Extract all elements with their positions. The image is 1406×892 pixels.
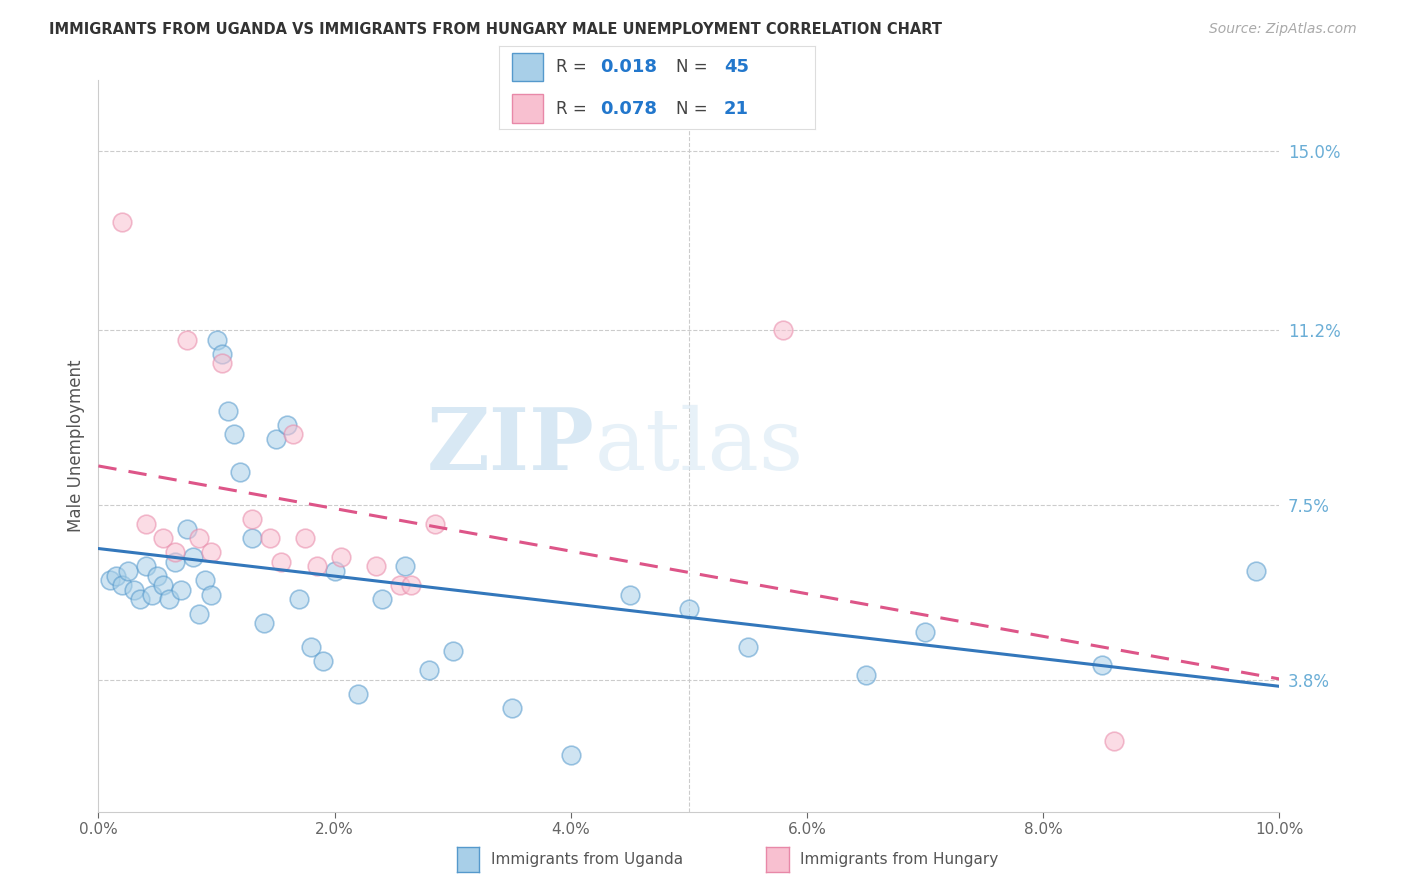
Point bbox=[111, 578, 134, 592]
Point bbox=[388, 578, 411, 592]
Point bbox=[855, 668, 877, 682]
Point bbox=[141, 588, 163, 602]
Point bbox=[217, 403, 239, 417]
Point bbox=[187, 607, 209, 621]
Bar bbox=[512, 95, 543, 123]
Point bbox=[276, 417, 298, 432]
Point bbox=[1102, 734, 1125, 748]
Point bbox=[329, 549, 352, 564]
Point bbox=[312, 654, 335, 668]
Point bbox=[187, 531, 209, 545]
Point bbox=[288, 592, 311, 607]
Point bbox=[299, 640, 322, 654]
Point bbox=[146, 568, 169, 582]
Point bbox=[176, 522, 198, 536]
Text: 0.078: 0.078 bbox=[600, 100, 658, 118]
Text: atlas: atlas bbox=[595, 404, 804, 488]
Point bbox=[152, 578, 174, 592]
Point bbox=[347, 687, 370, 701]
Point bbox=[264, 432, 287, 446]
Point bbox=[259, 531, 281, 545]
Point bbox=[229, 465, 252, 479]
Point bbox=[283, 427, 305, 442]
Point bbox=[117, 564, 139, 578]
Point bbox=[737, 640, 759, 654]
Text: Immigrants from Uganda: Immigrants from Uganda bbox=[491, 853, 683, 867]
Point bbox=[501, 701, 523, 715]
Point bbox=[619, 588, 641, 602]
Point bbox=[253, 615, 276, 630]
Point bbox=[211, 347, 233, 361]
Text: ZIP: ZIP bbox=[426, 404, 595, 488]
Point bbox=[157, 592, 180, 607]
Point bbox=[170, 582, 193, 597]
Point bbox=[1091, 658, 1114, 673]
Text: R =: R = bbox=[557, 100, 592, 118]
Point bbox=[98, 574, 121, 588]
Point bbox=[224, 427, 246, 442]
Point bbox=[165, 555, 187, 569]
Text: Source: ZipAtlas.com: Source: ZipAtlas.com bbox=[1209, 22, 1357, 37]
Point bbox=[1244, 564, 1267, 578]
Point bbox=[678, 602, 700, 616]
Point bbox=[294, 531, 316, 545]
Point bbox=[176, 333, 198, 347]
Point bbox=[305, 559, 328, 574]
Point bbox=[371, 592, 394, 607]
Point bbox=[914, 625, 936, 640]
Point bbox=[323, 564, 346, 578]
Text: R =: R = bbox=[557, 58, 592, 76]
Y-axis label: Male Unemployment: Male Unemployment bbox=[66, 359, 84, 533]
Point bbox=[423, 516, 446, 531]
Point bbox=[240, 531, 263, 545]
Text: Immigrants from Hungary: Immigrants from Hungary bbox=[800, 853, 998, 867]
Point bbox=[111, 215, 134, 229]
Text: 45: 45 bbox=[724, 58, 749, 76]
Point bbox=[194, 574, 217, 588]
Point bbox=[135, 559, 157, 574]
Point bbox=[128, 592, 150, 607]
Point bbox=[364, 559, 387, 574]
Point bbox=[122, 582, 145, 597]
Point bbox=[270, 555, 292, 569]
Point bbox=[240, 512, 263, 526]
Point bbox=[560, 748, 582, 763]
Text: 21: 21 bbox=[724, 100, 749, 118]
Point bbox=[418, 663, 440, 677]
Point bbox=[394, 559, 416, 574]
Point bbox=[105, 568, 128, 582]
Point bbox=[152, 531, 174, 545]
Text: N =: N = bbox=[676, 58, 713, 76]
Point bbox=[772, 323, 794, 337]
Point bbox=[165, 545, 187, 559]
Point bbox=[200, 545, 222, 559]
Text: N =: N = bbox=[676, 100, 713, 118]
Point bbox=[205, 333, 228, 347]
Point bbox=[441, 644, 464, 658]
Bar bbox=[512, 53, 543, 81]
Point bbox=[135, 516, 157, 531]
Point bbox=[181, 549, 204, 564]
Text: IMMIGRANTS FROM UGANDA VS IMMIGRANTS FROM HUNGARY MALE UNEMPLOYMENT CORRELATION : IMMIGRANTS FROM UGANDA VS IMMIGRANTS FRO… bbox=[49, 22, 942, 37]
Point bbox=[200, 588, 222, 602]
Text: 0.018: 0.018 bbox=[600, 58, 658, 76]
Point bbox=[211, 356, 233, 370]
Point bbox=[401, 578, 423, 592]
